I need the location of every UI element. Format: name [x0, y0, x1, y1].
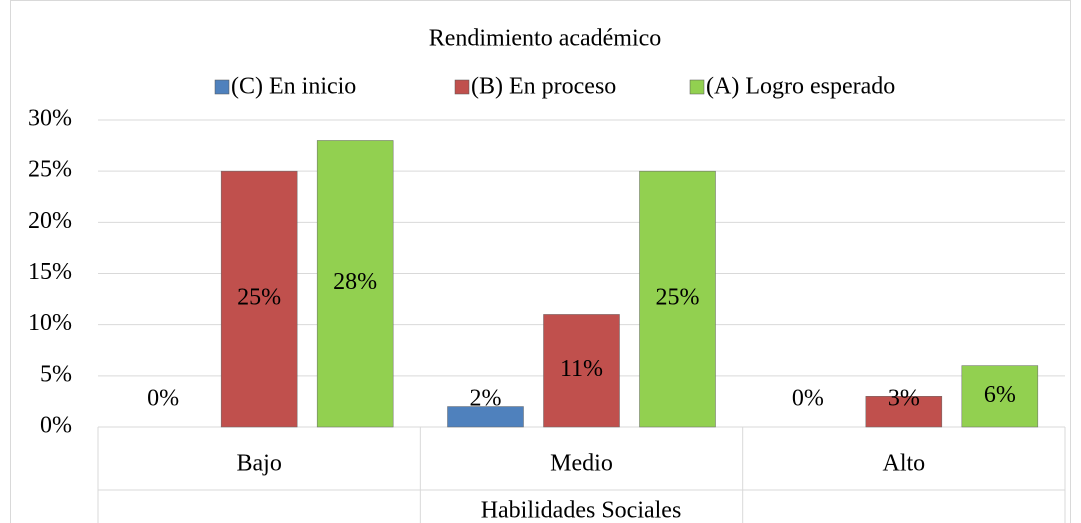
data-label: 3%: [888, 386, 920, 412]
bar: [639, 170, 716, 428]
chart-title: Rendimiento académico: [429, 26, 662, 52]
x-tick-label: Alto: [882, 451, 925, 477]
legend-swatch: [454, 79, 470, 95]
x-tick-label: Bajo: [237, 451, 282, 477]
data-label: 0%: [792, 386, 824, 412]
data-label: 2%: [470, 386, 502, 412]
data-label: 11%: [560, 356, 603, 382]
y-tick-label: 15%: [28, 259, 72, 285]
y-tick-label: 30%: [28, 106, 72, 132]
y-tick-label: 20%: [28, 208, 72, 234]
data-label: 25%: [237, 285, 281, 311]
legend-label: (B) En proceso: [471, 74, 616, 100]
bar: [865, 396, 943, 428]
y-tick-label: 5%: [40, 361, 72, 387]
bar: [316, 140, 394, 428]
legend-label: (A) Logro esperado: [706, 74, 895, 100]
legend-swatch: [689, 79, 705, 95]
bar: [220, 170, 298, 428]
x-axis-title: Habilidades Sociales: [481, 498, 682, 523]
bar: [447, 406, 524, 428]
bar: [543, 314, 620, 428]
data-label: 0%: [147, 386, 179, 412]
x-tick-label: Medio: [550, 451, 613, 477]
legend-label: (C) En inicio: [231, 74, 356, 100]
data-label: 28%: [333, 269, 377, 295]
data-label: 25%: [656, 285, 700, 311]
data-label: 6%: [984, 382, 1016, 408]
y-tick-label: 25%: [28, 157, 72, 183]
legend-swatch: [214, 79, 230, 95]
chart-frame: [10, 0, 1071, 523]
y-tick-label: 10%: [28, 310, 72, 336]
bar: [961, 365, 1039, 428]
y-tick-label: 0%: [40, 413, 72, 439]
